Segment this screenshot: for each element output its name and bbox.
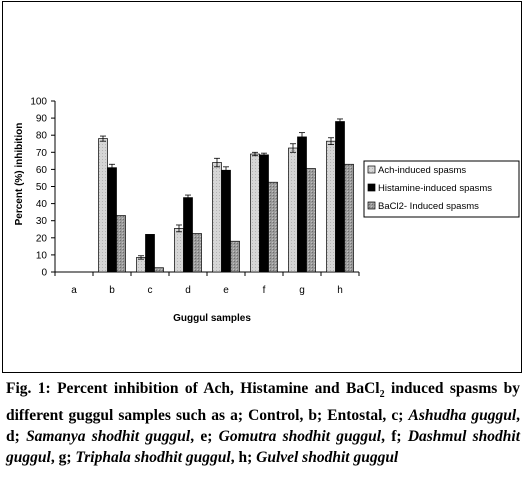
x-tick-label: c <box>148 285 153 296</box>
bar <box>250 153 260 273</box>
caption-item-d: Samanya shodhit guggul <box>26 428 191 446</box>
caption-item-h: Gulvel shodhit guggul <box>256 449 399 467</box>
y-tick-label: 0 <box>41 268 47 279</box>
bar <box>297 136 307 273</box>
bar <box>268 181 278 273</box>
legend-swatch <box>367 183 376 192</box>
y-tick-label: 80 <box>36 131 48 142</box>
y-tick-label: 50 <box>36 182 48 193</box>
legend-swatch <box>367 201 376 210</box>
bar <box>145 234 155 273</box>
bar <box>288 147 298 273</box>
bar <box>306 168 316 273</box>
caption-sep: , e; <box>190 428 213 446</box>
legend-box <box>363 160 520 218</box>
y-tick-label: 10 <box>36 250 48 261</box>
bar <box>344 163 354 273</box>
caption-item-e: Gomutra shodhit guggul <box>218 428 382 446</box>
bars-layer <box>98 118 354 273</box>
x-tick-label: f <box>263 285 266 296</box>
x-tick-label: h <box>337 285 343 296</box>
y-tick-label: 40 <box>36 199 48 210</box>
x-tick-label: e <box>223 285 229 296</box>
y-tick-label: 70 <box>36 148 48 159</box>
figure-caption: Fig. 1: Percent inhibition of Ach, Hista… <box>6 378 520 468</box>
x-tick-label: g <box>299 285 305 296</box>
y-axis-label: Percent (%) inhibition <box>14 123 25 226</box>
y-tick-label: 90 <box>36 114 48 125</box>
bar <box>221 169 231 273</box>
bar <box>212 162 222 273</box>
y-tick-label: 100 <box>30 97 47 108</box>
bar <box>326 140 336 273</box>
bar <box>136 257 146 273</box>
bar <box>192 233 202 273</box>
caption-item-g: Triphala shodhit guggul <box>75 449 231 467</box>
caption-subscript: 2 <box>379 389 385 401</box>
caption-item-f: Dashmul shodhit guggul <box>6 428 521 467</box>
caption-label: Fig. 1: <box>6 380 51 397</box>
legend-label: BaCl2- Induced spasms <box>378 201 479 212</box>
y-tick-label: 20 <box>36 233 48 244</box>
legend: Ach-induced spasms Histamine-induced spas… <box>363 160 520 218</box>
bar <box>107 167 117 273</box>
caption-text-2: induced spasms by different guggul sampl… <box>6 380 521 425</box>
x-tick-label: b <box>109 285 115 296</box>
y-tick-label: 60 <box>36 165 48 176</box>
caption-item-c: Ashudha guggul <box>408 407 517 425</box>
caption-sep: , h; <box>230 449 253 467</box>
legend-swatch <box>367 165 376 174</box>
caption-sep: , f; <box>381 428 402 446</box>
caption-sep: , g; <box>50 449 72 467</box>
bar-chart: 0 10 20 30 40 50 60 70 80 90 100 a b c d e f g h Ach-induc… <box>14 97 520 324</box>
x-tick-label: a <box>71 285 77 296</box>
bar <box>174 228 184 273</box>
bar <box>98 138 108 273</box>
y-tick-label: 30 <box>36 216 48 227</box>
bar <box>116 215 126 273</box>
bar <box>154 267 164 273</box>
caption-text-1: Percent inhibition of Ach, Histamine and… <box>57 380 380 397</box>
bar <box>259 154 269 273</box>
legend-label: Histamine-induced spasms <box>378 183 492 194</box>
bar <box>335 121 345 273</box>
x-axis-label: Guggul samples <box>173 313 251 324</box>
caption-sep: , d; <box>6 407 521 446</box>
legend-label: Ach-induced spasms <box>378 165 466 176</box>
bar <box>183 197 193 273</box>
bar <box>230 240 240 273</box>
x-tick-label: d <box>185 285 191 296</box>
